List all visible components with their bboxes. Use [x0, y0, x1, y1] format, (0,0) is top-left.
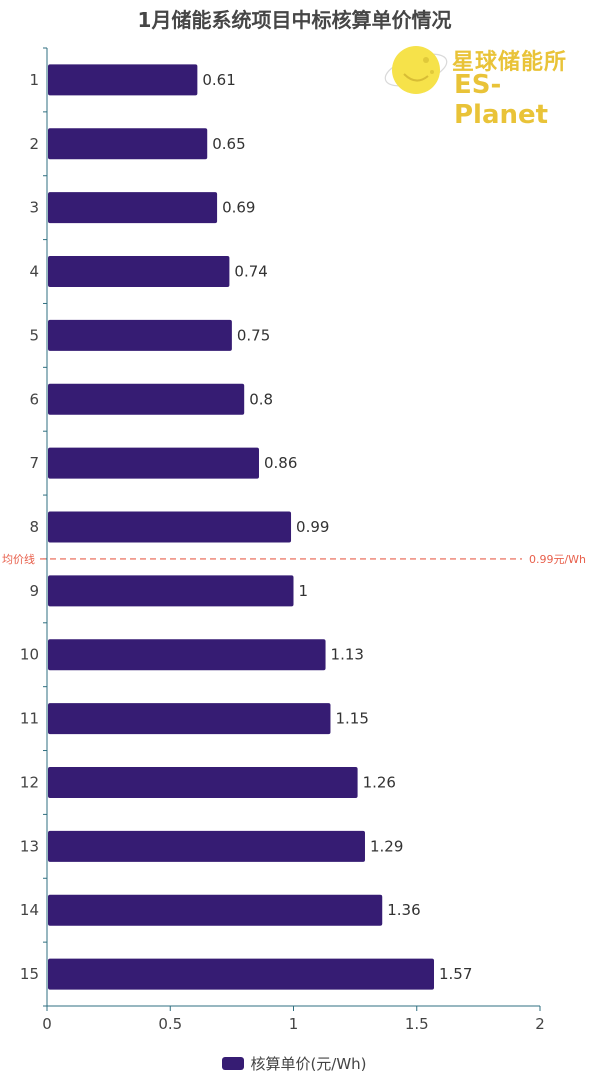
bar-chart: 1 0.61 2 0.65 3 0.69 4 0.74 5 0.75 6 0.8 7 0.86 8 0.99 9… — [2, 47, 586, 1033]
data-label: 0.8 — [249, 390, 273, 408]
y-tick-label: 14 — [20, 901, 39, 919]
x-tick-label: 2 — [535, 1015, 545, 1033]
legend[interactable]: 核算单价(元/Wh) — [0, 1053, 589, 1074]
data-label: 1.13 — [331, 646, 364, 664]
bar — [48, 639, 326, 671]
data-label: 0.86 — [264, 454, 297, 472]
y-tick-label: 5 — [29, 326, 39, 344]
x-tick-label: 0 — [42, 1015, 52, 1033]
x-tick-label: 0.5 — [158, 1015, 182, 1033]
y-tick-label: 4 — [29, 263, 39, 281]
y-tick-label: 6 — [29, 390, 39, 408]
logo-planet-crater — [423, 57, 429, 63]
data-label: 0.69 — [222, 199, 255, 217]
chart-title: 1月储能系统项目中标核算单价情况 — [137, 8, 452, 32]
y-tick-label: 10 — [20, 646, 39, 664]
bar — [48, 319, 232, 351]
y-tick-label: 11 — [20, 710, 39, 728]
bar — [48, 383, 245, 415]
data-label: 1.36 — [387, 901, 420, 919]
data-label: 1.57 — [439, 965, 472, 983]
y-tick-label: 12 — [20, 773, 39, 791]
bar — [48, 192, 218, 224]
bar — [48, 703, 331, 735]
bar — [48, 958, 435, 990]
y-tick-label: 1 — [29, 71, 39, 89]
bar — [48, 511, 292, 543]
bar — [48, 766, 358, 798]
x-tick-label: 1.5 — [405, 1015, 429, 1033]
logo-planet-crater — [430, 70, 434, 74]
bar — [48, 256, 230, 288]
y-tick-label: 9 — [29, 582, 39, 600]
average-line-label: 均价线 — [2, 552, 35, 566]
bar — [48, 894, 383, 926]
logo-text-en: ES-Planet — [454, 70, 549, 130]
legend-label: 核算单价(元/Wh) — [250, 1055, 367, 1073]
bar — [48, 447, 259, 479]
data-label: 1.26 — [363, 773, 396, 791]
logo-planet-smile — [403, 73, 429, 82]
y-tick-label: 7 — [29, 454, 39, 472]
data-label: 0.65 — [212, 135, 245, 153]
x-tick-label: 1 — [289, 1015, 299, 1033]
bar — [48, 575, 294, 607]
y-tick-label: 3 — [29, 199, 39, 217]
y-tick-label: 13 — [20, 837, 39, 855]
data-label: 0.75 — [237, 326, 270, 344]
es-planet-logo — [384, 46, 448, 94]
data-label: 1 — [299, 582, 309, 600]
legend-swatch — [222, 1057, 245, 1070]
y-tick-label: 8 — [29, 518, 39, 536]
y-tick-label: 2 — [29, 135, 39, 153]
data-label: 0.99 — [296, 518, 329, 536]
data-label: 0.61 — [202, 71, 235, 89]
average-line-value: 0.99元/Wh — [529, 553, 586, 566]
data-label: 1.15 — [335, 710, 368, 728]
bar — [48, 128, 208, 160]
y-tick-label: 15 — [20, 965, 39, 983]
data-label: 0.74 — [234, 263, 267, 281]
bar — [48, 830, 365, 862]
data-label: 1.29 — [370, 837, 403, 855]
logo-text-cn: 星球储能所 — [452, 50, 568, 75]
bar — [48, 64, 198, 96]
